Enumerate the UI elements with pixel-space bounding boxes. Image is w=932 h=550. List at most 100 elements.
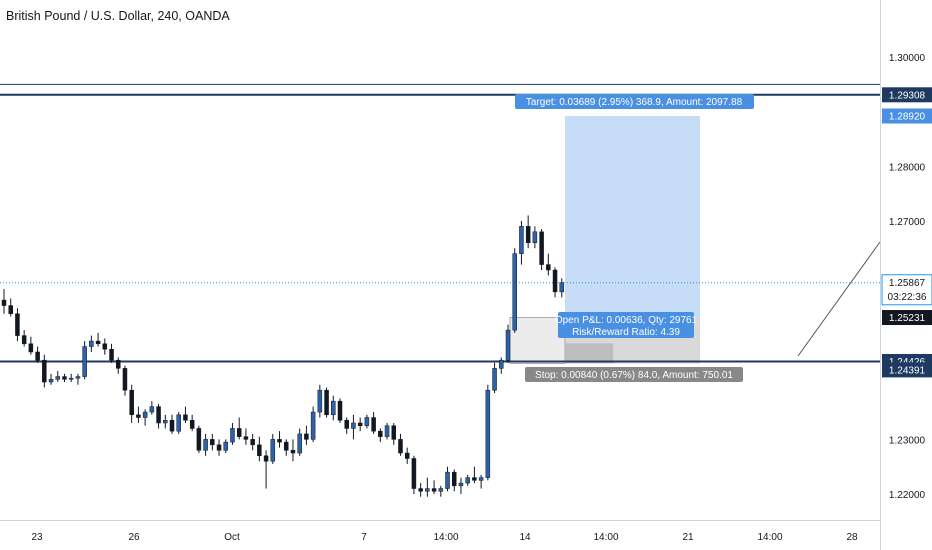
candle <box>236 417 242 440</box>
candle-body-up <box>364 417 370 426</box>
candle-body-up <box>559 282 565 293</box>
candle <box>1 289 7 314</box>
candle-body-down <box>546 264 551 271</box>
candle <box>263 450 269 489</box>
candle-body-up <box>297 433 302 454</box>
pnl-label: Open P&L: 0.00636, Qty: 29761 Risk/Rewar… <box>555 312 698 338</box>
candle <box>304 425 309 445</box>
candle-body-down <box>28 343 34 353</box>
candle-body-down <box>277 439 282 443</box>
candle <box>176 412 181 434</box>
x-tick-label: 14:00 <box>433 532 458 543</box>
candle-body-down <box>243 436 249 440</box>
candle <box>55 371 61 383</box>
entry-zone <box>509 317 566 364</box>
candle <box>82 341 87 380</box>
pnl-fill <box>565 343 613 364</box>
candle-body-down <box>109 348 114 361</box>
x-tick-label: 7 <box>361 532 367 543</box>
candle-body-down <box>250 439 255 446</box>
candle <box>257 436 262 462</box>
candle-body-up <box>465 477 470 484</box>
candle-body-down <box>136 414 141 418</box>
candle-body-down <box>1 299 7 306</box>
candle <box>505 324 511 363</box>
candle <box>485 384 491 481</box>
candle <box>364 414 370 429</box>
candle <box>136 406 141 423</box>
candle <box>525 215 531 249</box>
candle <box>324 387 329 418</box>
candle <box>411 455 417 494</box>
candle-body-down <box>236 428 242 437</box>
candle-body-up <box>438 488 444 492</box>
candle-body-up <box>223 441 229 451</box>
candle <box>478 474 484 489</box>
candle-body-up <box>425 488 430 492</box>
candle-body-down <box>257 444 262 457</box>
candle <box>149 401 155 415</box>
candle <box>465 474 470 486</box>
candle <box>42 354 47 388</box>
candle-body-up <box>458 482 464 487</box>
svg-text:03:22:36: 03:22:36 <box>888 292 927 303</box>
candle <box>183 406 188 423</box>
candle-body-up <box>445 471 450 489</box>
candle-body-up <box>149 406 155 413</box>
candle-body-up <box>163 420 168 424</box>
candle <box>391 422 397 445</box>
candle <box>122 365 128 396</box>
candle <box>196 425 202 454</box>
target-label-text: Target: 0.03689 (2.95%) 368.9, Amount: 2… <box>526 97 743 108</box>
trend-line[interactable] <box>797 241 881 357</box>
candle-body-up <box>310 411 316 440</box>
candle <box>169 414 175 434</box>
candle <box>250 433 255 451</box>
candle-body-up <box>142 411 148 418</box>
candle-body-down <box>122 368 128 391</box>
svg-text:1.28920: 1.28920 <box>889 111 926 122</box>
candle <box>48 373 54 385</box>
svg-text:1.29308: 1.29308 <box>889 90 926 101</box>
candle <box>68 373 74 383</box>
candle <box>95 332 101 347</box>
price-tag-stop: 1.24391 <box>882 362 932 378</box>
x-tick-label: 26 <box>128 532 140 543</box>
candle-body-down <box>552 269 558 293</box>
x-tick-label: 21 <box>682 532 694 543</box>
candle-body-down <box>391 425 397 440</box>
candle-body-down <box>196 428 202 451</box>
candle <box>8 298 13 317</box>
candle-body-down <box>304 433 309 440</box>
candle <box>492 362 497 393</box>
svg-text:1.25231: 1.25231 <box>889 313 926 324</box>
candle <box>559 278 565 298</box>
candle-body-up <box>351 422 356 429</box>
candle-body-up <box>485 389 491 478</box>
candle <box>331 395 336 421</box>
candle-body-down <box>189 420 195 429</box>
y-tick-label: 1.27000 <box>889 217 926 228</box>
candle-body-down <box>15 313 20 336</box>
candle-body-up <box>331 400 336 416</box>
candle <box>216 439 222 456</box>
candle <box>310 406 316 443</box>
candle-body-up <box>384 425 390 437</box>
candle <box>115 357 121 374</box>
candle-body-down <box>21 335 27 345</box>
candle-body-down <box>95 340 101 345</box>
candle <box>519 220 524 265</box>
candle-body-down <box>525 226 531 243</box>
candle-body-down <box>451 471 457 487</box>
candle-body-down <box>398 439 403 454</box>
candle-body-down <box>378 430 383 437</box>
x-tick-label: 14:00 <box>593 532 618 543</box>
candle-body-down <box>129 389 134 416</box>
candle <box>451 469 457 492</box>
candle-body-up <box>492 368 497 391</box>
y-tick-label: 1.30000 <box>889 53 926 64</box>
candle <box>546 253 551 276</box>
candle <box>425 477 430 497</box>
